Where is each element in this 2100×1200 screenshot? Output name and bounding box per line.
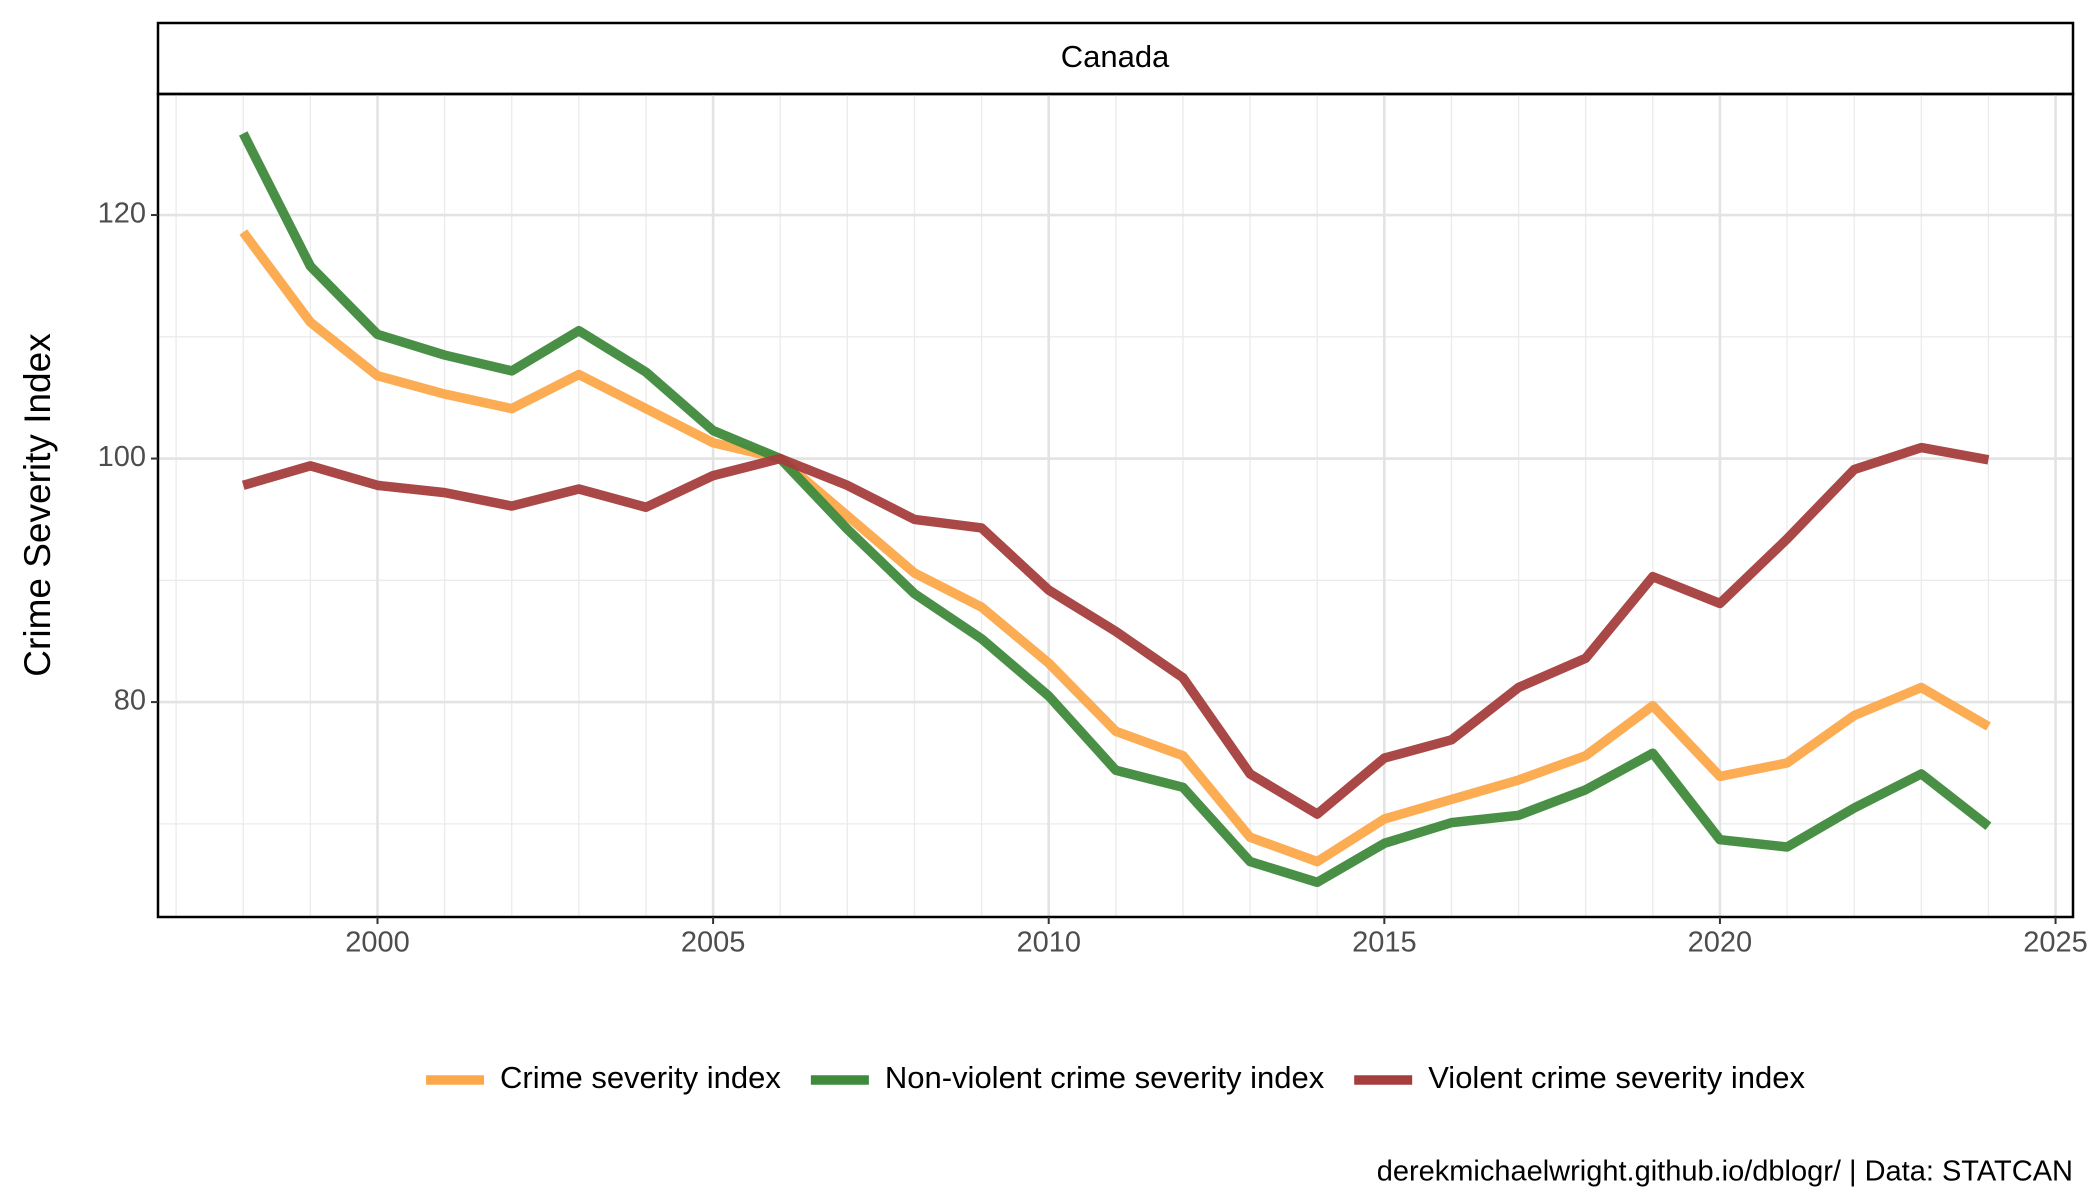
x-tick-label: 2000 [345, 927, 410, 959]
x-tick-label: 2025 [2023, 927, 2088, 959]
y-tick-label: 120 [98, 198, 146, 230]
legend-label: Non-violent crime severity index [885, 1060, 1325, 1095]
panel-label: Canada [1061, 39, 1170, 74]
x-tick-label: 2005 [681, 927, 746, 959]
plot-border [156, 92, 2075, 919]
x-tick-label: 2010 [1016, 927, 1081, 959]
series-line [241, 442, 1990, 819]
y-tick-label: 100 [98, 441, 146, 473]
x-tick-label: 2015 [1352, 927, 1417, 959]
series-line [239, 229, 1991, 867]
legend-label: Violent crime severity index [1428, 1060, 1805, 1095]
x-tick-label: 2020 [1688, 927, 1753, 959]
legend-label: Crime severity index [500, 1060, 781, 1095]
panel-strip [156, 21, 2075, 96]
caption: derekmichaelwright.github.io/dblogr/ | D… [1377, 1156, 2073, 1188]
y-axis-title: Crime Severity Index [17, 333, 58, 677]
series-line [239, 131, 1992, 888]
y-tick-label: 80 [114, 685, 146, 717]
